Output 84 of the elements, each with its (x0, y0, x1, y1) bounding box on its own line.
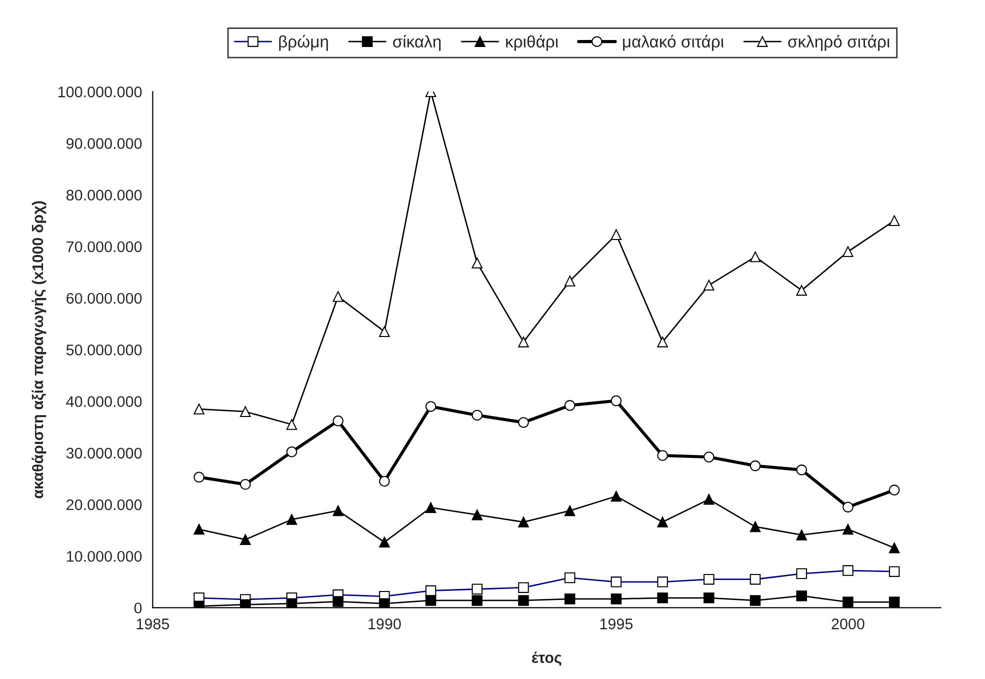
point (704, 280, 714, 291)
point (750, 460, 761, 472)
point (379, 326, 390, 338)
point (194, 404, 204, 414)
point (286, 419, 298, 430)
y-tick-label: 60.000.000 (66, 292, 142, 304)
point (888, 542, 900, 554)
legend-label: σκληρό σιτάρι (788, 34, 890, 51)
legend-label: κριθάρι (506, 34, 558, 51)
point (750, 251, 761, 262)
y-tick-label: 40.000.000 (66, 396, 142, 407)
y-tick-label: 30.000.000 (66, 448, 142, 459)
y-tick-label: 0 (134, 602, 142, 614)
point (379, 476, 390, 487)
x-tick-label: 1990 (368, 618, 401, 630)
point (332, 596, 344, 607)
point (842, 524, 854, 535)
point (888, 596, 900, 608)
point (425, 502, 436, 513)
y-tick-label: 50.000.000 (66, 344, 142, 356)
x-tick-label: 1985 (136, 618, 170, 630)
point (796, 464, 807, 476)
point (610, 490, 622, 502)
y-tick-label: 70.000.000 (66, 241, 142, 252)
point (657, 592, 668, 604)
point (657, 516, 668, 528)
point (796, 590, 807, 602)
x-tick-label: 1995 (600, 618, 633, 630)
point (704, 494, 714, 505)
point (240, 478, 251, 490)
point (610, 395, 622, 406)
point (610, 594, 622, 604)
point (518, 336, 529, 348)
legend-label: μαλακό σιτάρι (623, 34, 724, 51)
point (657, 336, 668, 348)
point (194, 524, 204, 535)
x-axis-title: έτος (532, 652, 562, 666)
y-tick-label: 90.000.000 (66, 138, 142, 149)
legend-label: βρώμη (279, 34, 328, 51)
point (425, 595, 436, 606)
point (379, 598, 390, 608)
point (332, 416, 344, 426)
y-tick-label: 10.000.000 (66, 550, 142, 562)
point (564, 276, 576, 286)
point (888, 215, 900, 226)
point (240, 406, 251, 417)
point (286, 598, 298, 608)
point (750, 595, 761, 606)
legend-label: σίκαλη (393, 34, 441, 51)
x-tick-label: 2000 (832, 618, 864, 630)
point (379, 536, 390, 548)
point (472, 509, 483, 520)
point (657, 450, 668, 461)
point (332, 505, 344, 516)
point (472, 258, 483, 268)
point (518, 516, 529, 528)
point (425, 401, 436, 412)
point (842, 246, 854, 258)
point (472, 595, 483, 606)
point (240, 534, 251, 545)
point (842, 502, 854, 512)
point (564, 594, 576, 604)
point (704, 452, 714, 462)
point (750, 521, 761, 532)
point (472, 410, 483, 421)
point (332, 291, 344, 302)
point (286, 446, 298, 458)
point (564, 505, 576, 516)
y-tick-label: 100.000.000 (58, 86, 142, 98)
point (518, 417, 529, 428)
y-tick-label: 20.000.000 (66, 499, 142, 510)
point (240, 599, 251, 608)
point (610, 229, 622, 240)
y-axis-title: ακαθάριστη αξία παραγωγής (x1000 δρχ) (32, 201, 46, 498)
point (564, 400, 576, 411)
y-tick-label: 80.000.000 (66, 190, 142, 201)
point (518, 595, 529, 606)
point (842, 596, 854, 608)
point (888, 484, 900, 496)
point (796, 284, 807, 296)
point (286, 514, 298, 525)
point (704, 592, 714, 604)
point (796, 530, 807, 540)
point (194, 472, 204, 483)
